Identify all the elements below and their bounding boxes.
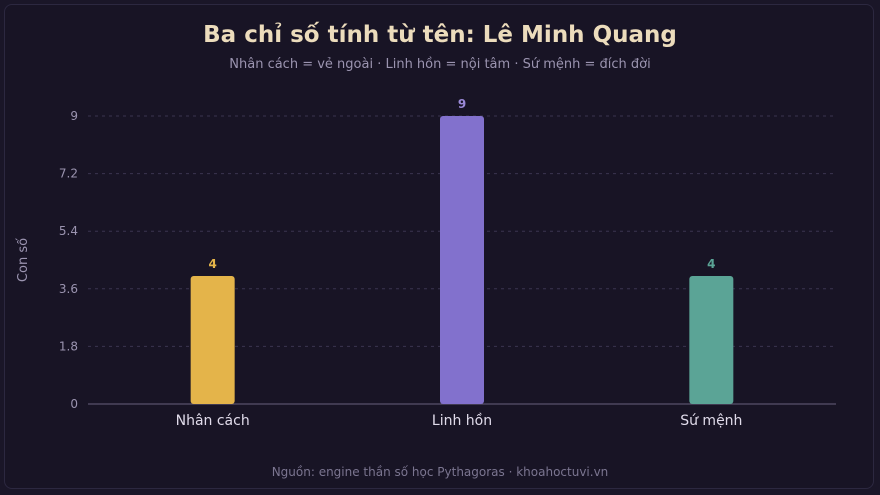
bar (190, 276, 235, 404)
y-tick-label: 1.8 (59, 339, 78, 353)
y-tick-label: 5.4 (59, 224, 78, 238)
bar-value-label: 9 (458, 97, 466, 111)
x-tick-label: Nhân cách (176, 413, 250, 429)
bar (689, 276, 734, 404)
source-footer: Nguồn: engine thần số học Pythagoras · k… (271, 465, 609, 479)
y-tick-label: 7.2 (59, 167, 78, 181)
x-axis-ticks: Nhân cách Linh hồn Sứ mệnh (176, 412, 743, 429)
x-tick-label: Linh hồn (432, 412, 492, 429)
bar-value-label: 4 (707, 257, 715, 271)
y-tick-label: 0 (70, 397, 78, 411)
bars: 4 9 4 (190, 97, 734, 404)
chart-card (4, 4, 874, 489)
x-tick-label: Sứ mệnh (680, 413, 742, 429)
y-tick-label: 9 (70, 109, 78, 123)
y-axis-label: Con số (16, 238, 31, 282)
bar-value-label: 4 (208, 257, 216, 271)
chart-subtitle: Nhân cách = vẻ ngoài · Linh hồn = nội tâ… (229, 57, 651, 72)
y-axis-ticks: 0 1.8 3.6 5.4 7.2 9 (59, 109, 78, 411)
bar (440, 116, 484, 404)
chart-title: Ba chỉ số tính từ tên: Lê Minh Quang (203, 22, 677, 48)
y-tick-label: 3.6 (59, 282, 78, 296)
